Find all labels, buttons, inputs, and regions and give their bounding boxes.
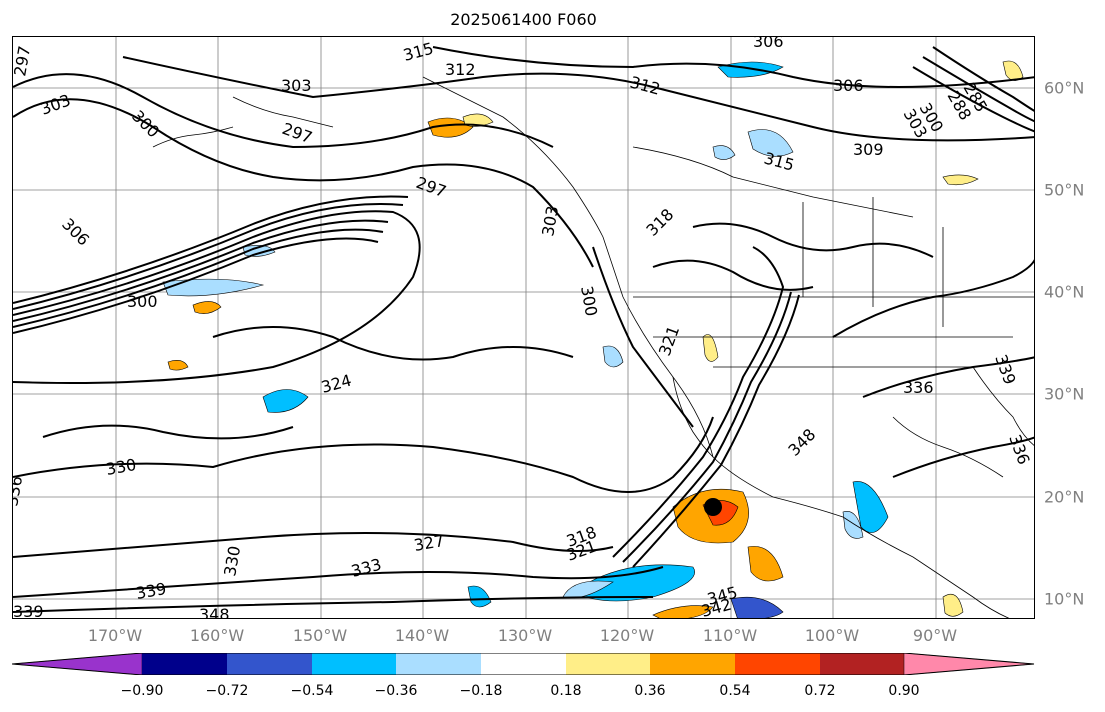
contour-label: 300	[128, 106, 163, 141]
contour-label: 303	[281, 76, 312, 95]
colorbar-tick-label: 0.72	[804, 683, 836, 699]
contour-label: 306	[833, 76, 864, 95]
latitude-label: 30°N	[1044, 384, 1085, 404]
colorbar-segment	[903, 653, 1035, 675]
longitude-label: 110°W	[702, 626, 758, 645]
colorbar-segment	[820, 653, 904, 675]
contour-label: 300	[127, 292, 158, 311]
latitude-label: 50°N	[1044, 180, 1085, 200]
colorbar-segment	[396, 653, 481, 675]
contour-lines	[13, 46, 1034, 613]
colorbar-tick-label: −0.72	[205, 683, 249, 699]
colorbar-segment	[481, 653, 566, 675]
contour-label: 348	[199, 605, 230, 619]
graticule	[13, 37, 1034, 618]
colorbar-tick-label: −0.54	[290, 683, 334, 699]
contour-label: 330	[104, 455, 137, 479]
contour-label: 297	[280, 119, 315, 147]
contour-label: 306	[753, 37, 784, 51]
colorbar-outline	[12, 653, 1035, 675]
longitude-label: 120°W	[599, 626, 655, 645]
contour-label: 312	[628, 73, 662, 99]
map-plot-area: 306 315 312 303 297 300 297 306 309 312 …	[12, 36, 1035, 619]
colorbar	[12, 653, 1035, 675]
contour-label: 300	[577, 284, 601, 317]
longitude-label: 160°W	[189, 626, 245, 645]
colorbar-tick-label: 0.90	[888, 683, 920, 699]
colorbar-tick-label: 0.18	[550, 683, 582, 699]
contour-label: 348	[784, 425, 819, 460]
colorbar-tick-label: 0.54	[719, 683, 751, 699]
longitude-label: 150°W	[292, 626, 348, 645]
coastlines	[152, 76, 1034, 618]
latitude-label: 40°N	[1044, 282, 1085, 302]
longitude-label: 170°W	[87, 626, 143, 645]
contour-label: 327	[412, 531, 445, 555]
colorbar-tick-label: −0.90	[120, 683, 164, 699]
contour-label: 303	[38, 90, 73, 118]
colorbar-segment	[12, 653, 143, 675]
map-title: 2025061400 F060	[450, 10, 597, 29]
longitude-label: 100°W	[804, 626, 860, 645]
latitude-label: 10°N	[1044, 589, 1085, 609]
contour-label: 342	[699, 595, 733, 619]
contour-label: 336	[13, 474, 26, 507]
contour-label: 336	[1005, 432, 1033, 467]
colorbar-segment	[142, 653, 227, 675]
contour-label: 330	[220, 544, 244, 577]
contour-label: 312	[445, 60, 476, 79]
contour-label: 333	[349, 555, 383, 581]
contour-label: 324	[319, 371, 353, 397]
latitude-label: 20°N	[1044, 487, 1085, 507]
contour-label: 303	[538, 204, 562, 237]
colorbar-segment	[650, 653, 735, 675]
colorbar-segment	[566, 653, 650, 675]
contour-label: 306	[58, 214, 93, 249]
colorbar-tick-label: −0.18	[459, 683, 503, 699]
contour-label: 315	[401, 39, 435, 65]
colorbar-segment	[312, 653, 396, 675]
contour-label: 321	[655, 323, 683, 358]
contour-label-layer: 306 315 312 303 297 300 297 306 309 312 …	[13, 37, 1034, 619]
contour-label: 339	[13, 602, 44, 619]
colorbar-tick-label: −0.36	[374, 683, 418, 699]
longitude-label: 90°W	[912, 626, 958, 645]
longitude-label: 130°W	[497, 626, 553, 645]
longitude-label: 140°W	[394, 626, 450, 645]
contour-label: 297	[414, 173, 449, 201]
colorbar-tick-label: 0.36	[634, 683, 666, 699]
contour-label: 318	[642, 205, 677, 240]
contour-label: 309	[853, 140, 884, 159]
colorbar-segment	[735, 653, 820, 675]
contour-label: 336	[903, 378, 934, 397]
map-canvas: 306 315 312 303 297 300 297 306 309 312 …	[13, 37, 1034, 619]
contour-label: 339	[991, 352, 1019, 387]
storm-center-marker	[704, 498, 722, 516]
contour-label: 297	[13, 44, 34, 77]
latitude-label: 60°N	[1044, 78, 1085, 98]
colorbar-segment	[227, 653, 312, 675]
